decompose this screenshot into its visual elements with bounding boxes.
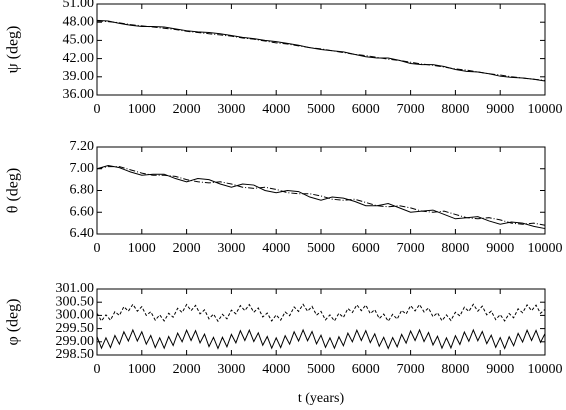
y-tick-label: 6.80 <box>70 183 95 198</box>
line-series <box>96 20 546 81</box>
x-tick-label: 2000 <box>173 102 201 117</box>
x-tick-label: 8000 <box>441 241 469 256</box>
line-series <box>96 328 546 350</box>
x-tick-label: 0 <box>94 241 101 256</box>
x-tick-label: 5000 <box>307 241 335 256</box>
plot-frame <box>96 3 546 96</box>
y-tick-label: 298.50 <box>56 347 95 362</box>
x-tick-label: 7000 <box>397 102 425 117</box>
line-series <box>96 19 546 82</box>
y-tick-label: 6.60 <box>70 204 95 219</box>
x-tick-label: 5000 <box>307 102 335 117</box>
x-axis-label: t (years) <box>298 391 345 406</box>
x-tick-label: 10000 <box>528 102 563 117</box>
y-tick-label: 300.00 <box>56 308 95 323</box>
y-tick-label: 48.00 <box>63 14 95 29</box>
line-series <box>96 164 546 230</box>
y-tick-label: 7.20 <box>70 139 95 154</box>
x-tick-label: 8000 <box>441 102 469 117</box>
x-tick-label: 10000 <box>528 362 563 377</box>
x-tick-label: 4000 <box>262 362 290 377</box>
x-tick-label: 9000 <box>486 362 514 377</box>
x-tick-label: 9000 <box>486 241 514 256</box>
x-tick-label: 7000 <box>397 241 425 256</box>
x-tick-label: 6000 <box>352 362 380 377</box>
x-tick-label: 10000 <box>528 241 563 256</box>
y-axis-label: ψ (deg) <box>5 26 22 74</box>
y-tick-label: 6.40 <box>70 226 95 241</box>
x-tick-label: 0 <box>94 362 101 377</box>
x-tick-label: 3000 <box>217 362 245 377</box>
y-tick-label: 300.50 <box>56 294 95 309</box>
y-axis-label: θ (deg) <box>5 168 22 213</box>
plot-frame <box>96 288 546 356</box>
x-tick-label: 7000 <box>397 362 425 377</box>
y-tick-label: 45.00 <box>63 33 95 48</box>
y-tick-label: 301.00 <box>56 281 95 296</box>
line-series <box>96 303 546 323</box>
y-tick-label: 51.00 <box>63 0 95 11</box>
x-tick-label: 1000 <box>128 241 156 256</box>
x-tick-label: 3000 <box>217 241 245 256</box>
x-tick-label: 6000 <box>352 241 380 256</box>
y-tick-label: 36.00 <box>63 87 95 102</box>
y-tick-label: 42.00 <box>63 51 95 66</box>
x-tick-label: 2000 <box>173 362 201 377</box>
x-tick-label: 3000 <box>217 102 245 117</box>
x-tick-label: 5000 <box>307 362 335 377</box>
x-tick-label: 4000 <box>262 102 290 117</box>
x-tick-label: 1000 <box>128 102 156 117</box>
x-tick-label: 2000 <box>173 241 201 256</box>
x-tick-label: 6000 <box>352 102 380 117</box>
y-tick-label: 39.00 <box>63 69 95 84</box>
y-tick-label: 299.00 <box>56 334 95 349</box>
y-tick-label: 7.00 <box>70 161 95 176</box>
x-tick-label: 0 <box>94 102 101 117</box>
y-tick-label: 299.50 <box>56 321 95 336</box>
x-tick-label: 8000 <box>441 362 469 377</box>
x-tick-label: 4000 <box>262 241 290 256</box>
plot-frame <box>96 146 546 235</box>
x-tick-label: 1000 <box>128 362 156 377</box>
x-tick-label: 9000 <box>486 102 514 117</box>
y-axis-label: φ (deg) <box>5 299 22 346</box>
